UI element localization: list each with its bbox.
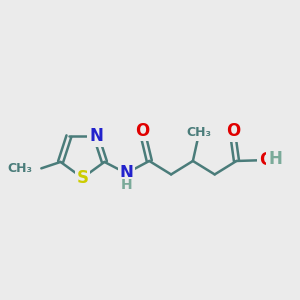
- Text: N: N: [119, 164, 133, 182]
- Text: S: S: [76, 169, 88, 187]
- Text: CH₃: CH₃: [7, 162, 32, 175]
- Text: CH₃: CH₃: [187, 126, 212, 139]
- Text: H: H: [121, 178, 133, 192]
- Text: H: H: [268, 150, 282, 168]
- Text: O: O: [226, 122, 240, 140]
- Text: O: O: [259, 151, 273, 169]
- Text: N: N: [89, 127, 103, 145]
- Text: O: O: [135, 122, 149, 140]
